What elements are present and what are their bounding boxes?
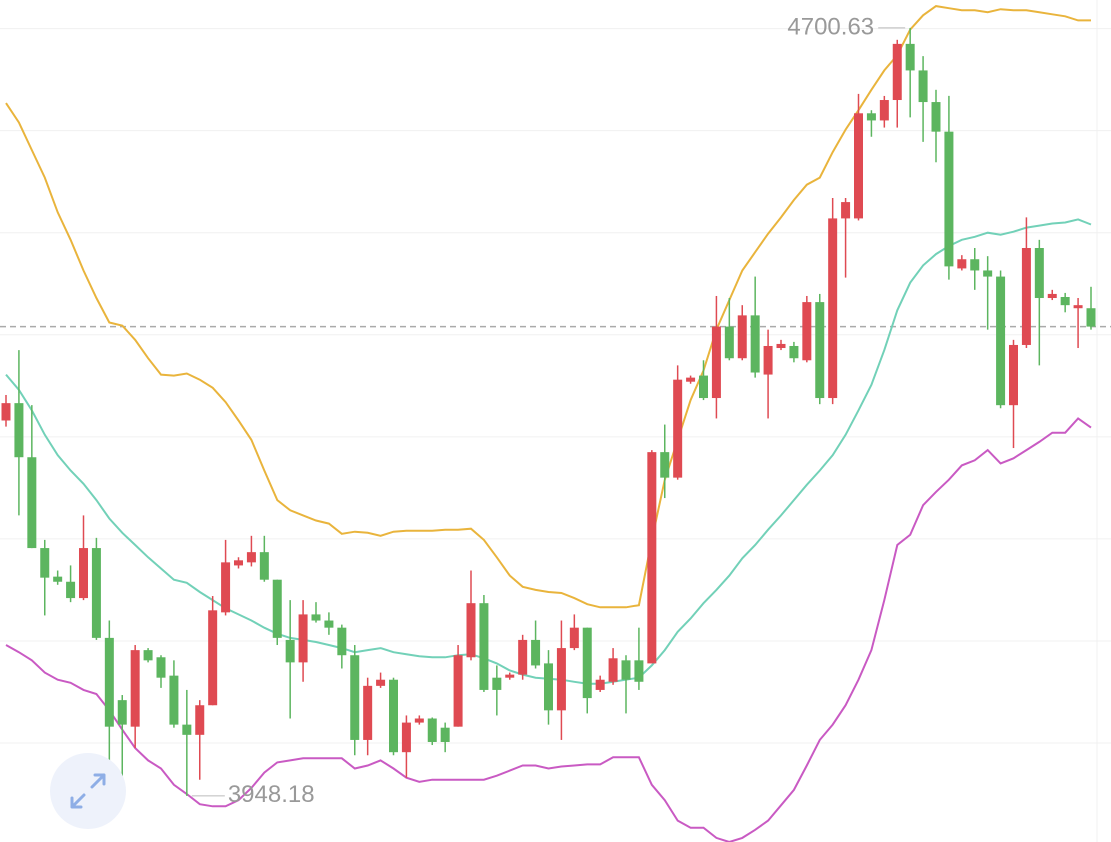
candle-body	[143, 650, 153, 661]
candle-body	[544, 663, 553, 711]
candle-body	[1021, 248, 1031, 345]
candle-body	[802, 302, 812, 361]
candle-body	[569, 627, 579, 649]
candle-body	[272, 579, 282, 638]
candle-body	[453, 655, 463, 727]
candle-body	[104, 637, 114, 727]
candle-body	[414, 718, 424, 723]
candle-body	[91, 548, 101, 638]
candle-body	[1073, 305, 1083, 309]
candle-body	[14, 403, 24, 458]
candle-body	[983, 270, 993, 277]
candle-body	[66, 581, 76, 599]
candle-body	[337, 627, 347, 656]
candle-body	[789, 345, 799, 359]
band-line	[5, 417, 1092, 842]
candle-body	[750, 315, 760, 373]
candle-body	[479, 603, 489, 690]
candle-body	[156, 657, 166, 678]
candle-body	[699, 375, 708, 399]
candle-body	[556, 648, 566, 711]
candle-body	[841, 202, 851, 219]
candle-body	[117, 700, 127, 725]
candle-body	[234, 560, 243, 566]
candle-body	[221, 562, 231, 613]
candle-body	[27, 457, 37, 549]
candle-body	[776, 343, 786, 349]
candle-body	[634, 660, 644, 682]
candle-body	[608, 658, 618, 682]
candle-body	[828, 218, 838, 399]
candle-body	[996, 276, 1006, 406]
candle-body	[208, 610, 218, 706]
candle-body	[531, 639, 541, 666]
candle-body	[195, 705, 205, 735]
candle-body	[40, 548, 50, 578]
candle-body	[1086, 308, 1096, 327]
candle-body	[79, 548, 88, 599]
expand-bg[interactable]	[50, 753, 126, 829]
band-line	[5, 218, 1092, 685]
candle-body	[427, 718, 437, 742]
candle-body	[879, 100, 889, 121]
candle-body	[169, 675, 179, 725]
candle-body	[1060, 296, 1070, 306]
candle-body	[931, 102, 941, 132]
candle-body	[376, 679, 386, 686]
candle-body	[724, 326, 734, 359]
candle-body	[970, 259, 980, 271]
candle-body	[582, 627, 592, 699]
candle-body	[892, 43, 902, 101]
candle-body	[737, 315, 747, 359]
candle-body	[957, 259, 967, 269]
band-line	[5, 5, 1091, 609]
expand-icon[interactable]	[70, 773, 106, 809]
candle-body	[944, 131, 954, 267]
candle-body	[440, 727, 450, 742]
candle-body	[324, 620, 334, 628]
candle-body	[363, 685, 373, 740]
candle-body	[518, 639, 528, 675]
candle-body	[298, 614, 308, 663]
max-label: 4700.63	[787, 13, 874, 40]
plot: 4700.63 3948.18	[0, 5, 1111, 842]
candle-body	[1034, 248, 1044, 299]
candle-body	[182, 724, 192, 735]
candle-body	[389, 679, 398, 753]
candle-body	[401, 722, 411, 753]
candle-body	[815, 302, 825, 399]
candle-body	[711, 326, 721, 399]
expand-button[interactable]	[50, 753, 126, 829]
candle-body	[246, 552, 256, 563]
candle-body	[905, 43, 915, 71]
candle-body	[1, 403, 11, 421]
candle-body	[918, 70, 928, 103]
candle-body	[1047, 293, 1057, 299]
candle-body	[130, 650, 140, 727]
candle-body	[492, 677, 502, 690]
candle-body	[595, 679, 605, 690]
candle-body	[866, 113, 876, 121]
candle-body	[466, 603, 476, 658]
candle-body	[647, 452, 657, 664]
candle-body	[311, 614, 321, 621]
candle-body	[259, 552, 269, 580]
candle-body	[854, 113, 863, 219]
candle-body	[53, 576, 63, 582]
candle-body	[673, 379, 683, 478]
candle-body	[763, 345, 773, 375]
candle-body	[1009, 344, 1018, 406]
candle-body	[686, 377, 696, 382]
candle-body	[621, 660, 631, 680]
candle-body	[285, 639, 295, 663]
min-label: 3948.18	[228, 781, 315, 808]
candle-body	[350, 655, 360, 740]
candle-body	[505, 674, 515, 678]
candle-body	[660, 452, 670, 478]
